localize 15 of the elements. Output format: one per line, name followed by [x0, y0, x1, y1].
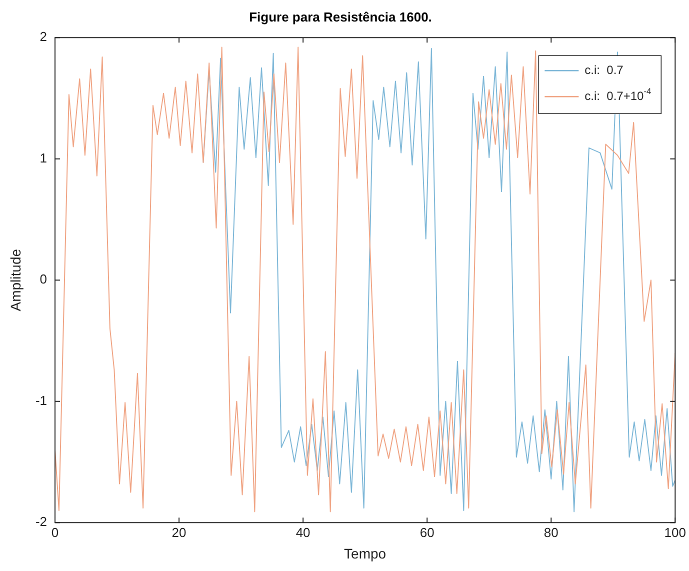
x-axis-title: Tempo: [344, 545, 386, 562]
x-tick-label: 0: [51, 524, 59, 540]
x-tick-label: 40: [296, 524, 310, 540]
legend-label: c.i: 0.7: [584, 62, 624, 77]
y-tick-label: 1: [40, 150, 47, 166]
x-tick-label: 60: [420, 524, 434, 540]
x-tick-label: 80: [544, 524, 558, 540]
y-axis-title: Amplitude: [7, 248, 24, 312]
chart-title: Figure para Resistência 1600.: [249, 9, 432, 24]
x-tick-label: 20: [172, 524, 186, 540]
y-tick-label: 2: [40, 29, 47, 44]
y-tick-label: -2: [35, 514, 47, 530]
y-tick-label: -1: [35, 392, 47, 408]
y-tick-label: 0: [40, 272, 47, 287]
x-tick-label: 100: [664, 524, 686, 540]
